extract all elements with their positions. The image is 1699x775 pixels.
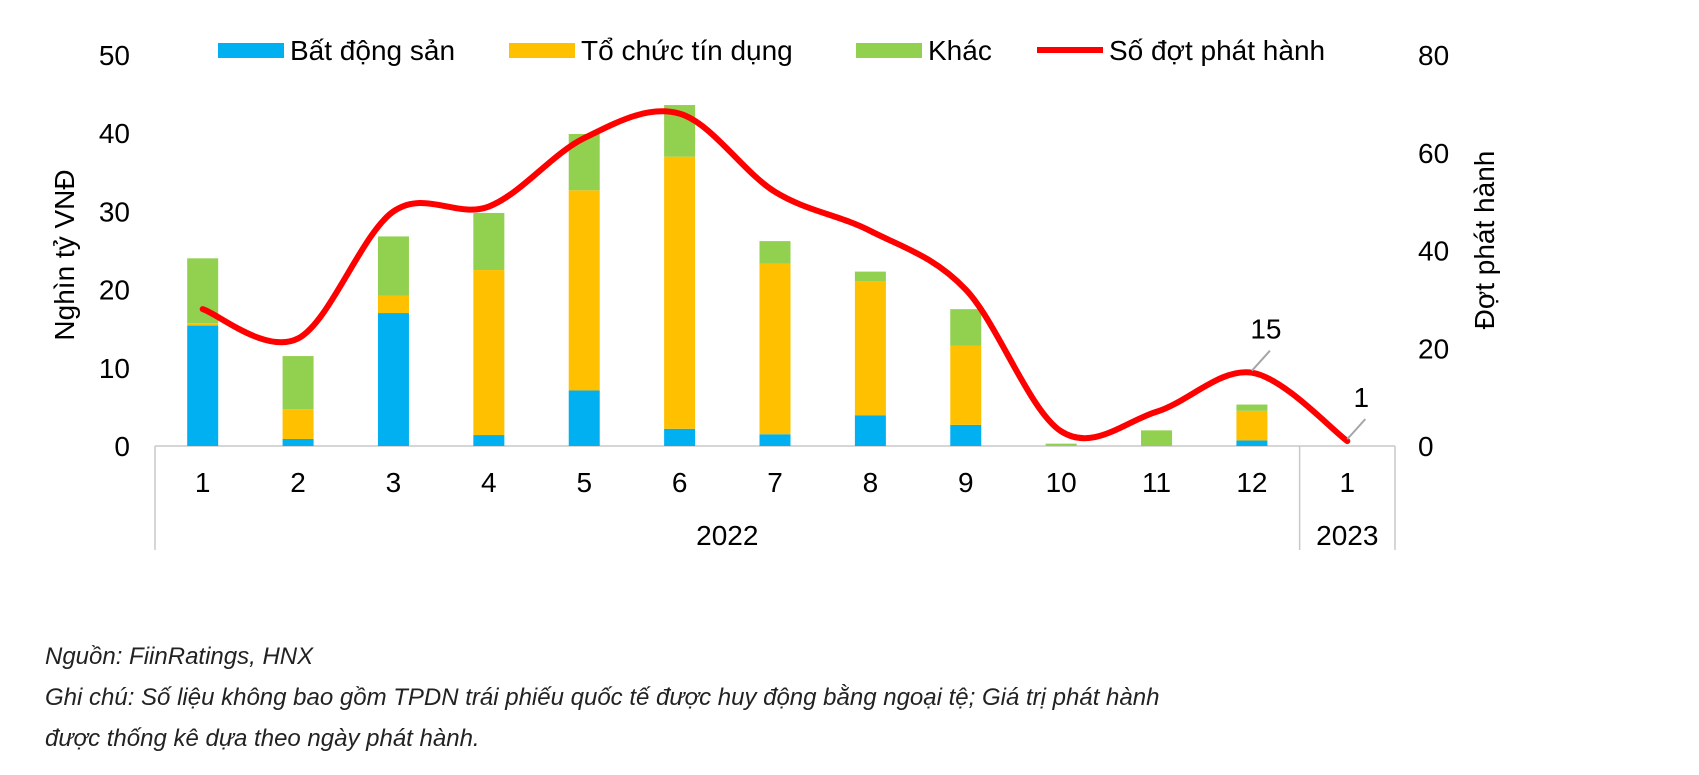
footnote-line-2: được thống kê dựa theo ngày phát hành. <box>45 725 480 752</box>
source-note: Nguồn: FiinRatings, HNX <box>45 643 314 670</box>
x-tick-label: 6 <box>672 467 688 498</box>
bar-segment-series-1-category-4 <box>568 190 600 391</box>
y-right-axis-title: Đợt phát hành <box>1469 151 1500 330</box>
y-right-tick-label: 80 <box>1418 40 1449 71</box>
legend-swatch <box>856 43 922 58</box>
y-left-tick-label: 30 <box>99 196 130 227</box>
bar-segment-series-1-category-0 <box>187 323 219 326</box>
bar-segment-series-2-category-7 <box>854 271 886 281</box>
bar-segment-series-2-category-8 <box>950 309 982 346</box>
data-label-leader <box>1251 350 1271 372</box>
stacked-bars <box>187 105 1268 446</box>
bar-segment-series-1-category-11 <box>1236 410 1268 441</box>
y-right-tick-label: 0 <box>1418 431 1434 462</box>
issuance-count-line-path <box>199 108 1351 445</box>
chart-legend: Bất động sản Tổ chức tín dụng Khác Số đợt p… <box>218 35 1325 66</box>
bar-segment-series-0-category-8 <box>950 424 982 446</box>
x-group-label: 2022 <box>696 520 758 551</box>
bar-segment-series-0-category-3 <box>473 435 505 446</box>
bar-segment-series-0-category-6 <box>759 434 791 446</box>
bar-segment-series-0-category-11 <box>1236 440 1268 446</box>
bar-segment-series-2-category-11 <box>1236 404 1268 411</box>
x-tick-label: 1 <box>195 467 211 498</box>
line-data-label: 1 <box>1354 382 1370 413</box>
bar-segment-series-1-category-8 <box>950 345 982 425</box>
x-group-label: 2023 <box>1316 520 1378 551</box>
bar-segment-series-1-category-5 <box>664 156 696 429</box>
bar-segment-series-1-category-2 <box>377 295 409 314</box>
issuance-count-line <box>199 108 1351 445</box>
line-data-label: 15 <box>1250 314 1281 345</box>
data-labels: 15 1 <box>1250 314 1370 440</box>
bar-segment-series-2-category-10 <box>1141 430 1173 446</box>
data-label-leader <box>1346 418 1367 440</box>
x-tick-label: 1 <box>1340 467 1356 498</box>
bar-segment-series-1-category-7 <box>854 280 886 416</box>
y-right-tick-label: 60 <box>1418 138 1449 169</box>
x-tick-label: 10 <box>1046 467 1077 498</box>
legend-swatch <box>509 43 575 58</box>
legend-label: Bất động sản <box>290 35 455 66</box>
y-right-tick-label: 40 <box>1418 236 1449 267</box>
bar-segment-series-2-category-1 <box>282 356 314 410</box>
bar-segment-series-2-category-2 <box>377 236 409 296</box>
y-left-tick-label: 20 <box>99 275 130 306</box>
bar-segment-series-2-category-6 <box>759 241 791 264</box>
y-left-axis-title: Nghìn tỷ VNĐ <box>49 169 80 340</box>
bar-segment-series-0-category-1 <box>282 438 314 446</box>
x-tick-label: 8 <box>863 467 879 498</box>
bar-segment-series-0-category-7 <box>854 415 886 446</box>
legend-label: Khác <box>928 35 992 66</box>
bar-segment-series-1-category-6 <box>759 263 791 435</box>
y-left-tick-label: 0 <box>114 431 130 462</box>
bar-segment-series-0-category-5 <box>664 428 696 446</box>
y-left-tick-label: 50 <box>99 40 130 71</box>
issuance-chart: Bất động sản Tổ chức tín dụng Khác Số đợt p… <box>49 35 1500 551</box>
legend-label: Tổ chức tín dụng <box>581 35 793 66</box>
x-tick-label: 3 <box>386 467 402 498</box>
bar-segment-series-2-category-9 <box>1045 443 1077 446</box>
y-right-tick-label: 20 <box>1418 333 1449 364</box>
y-left-tick-label: 10 <box>99 353 130 384</box>
bar-segment-series-0-category-4 <box>568 390 600 446</box>
footnote-line-1: Ghi chú: Số liệu không bao gồm TPDN trái… <box>45 684 1160 711</box>
bar-segment-series-2-category-3 <box>473 212 505 271</box>
x-tick-label: 12 <box>1236 467 1267 498</box>
bar-segment-series-0-category-2 <box>377 313 409 446</box>
x-tick-label: 9 <box>958 467 974 498</box>
bar-segment-series-0-category-0 <box>187 325 219 446</box>
x-tick-label: 11 <box>1142 467 1171 498</box>
y-left-tick-label: 40 <box>99 118 130 149</box>
legend-label: Số đợt phát hành <box>1109 35 1325 66</box>
legend-swatch <box>218 43 284 58</box>
x-tick-label: 2 <box>290 467 306 498</box>
bar-segment-series-1-category-3 <box>473 270 505 436</box>
x-tick-label: 4 <box>481 467 497 498</box>
x-tick-label: 5 <box>576 467 592 498</box>
bar-segment-series-1-category-1 <box>282 409 314 439</box>
x-tick-label: 7 <box>767 467 783 498</box>
chart-notes: Nguồn: FiinRatings, HNX Ghi chú: Số liệu… <box>45 636 1445 759</box>
